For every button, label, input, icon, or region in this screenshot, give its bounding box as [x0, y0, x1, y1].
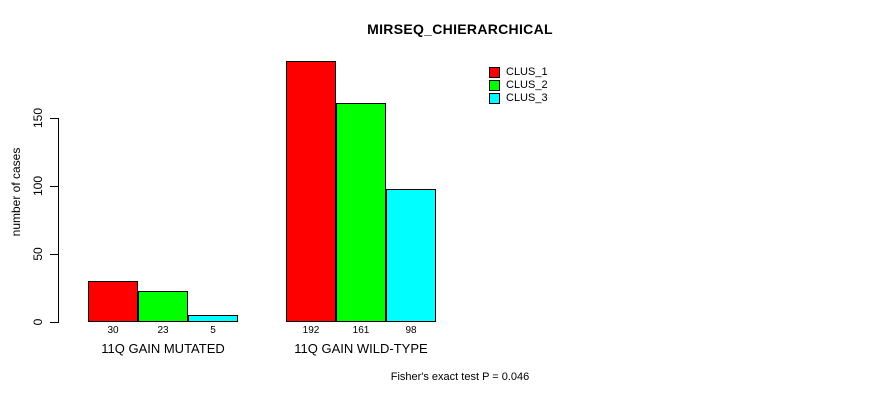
y-tick-mark	[50, 254, 58, 255]
annotation-text: Fisher's exact test P = 0.046	[390, 371, 530, 383]
legend-swatch-CLUS_1	[489, 67, 500, 78]
legend-label: CLUS_1	[506, 66, 548, 78]
bar-value-label: 161	[352, 325, 370, 336]
y-tick-label: 0	[31, 318, 45, 326]
bar-value-label: 98	[405, 325, 417, 336]
y-tick-label: 50	[31, 247, 45, 261]
bar-value-label: 23	[157, 325, 169, 336]
chart-title: MIRSEQ_CHIERARCHICAL	[367, 21, 553, 37]
y-axis-label: number of cases	[9, 147, 23, 237]
legend-swatch-CLUS_2	[489, 80, 500, 91]
bar-CLUS_1-group2	[286, 61, 336, 322]
bar-CLUS_1-group1	[88, 281, 138, 322]
category-label: 11Q GAIN WILD-TYPE	[294, 341, 428, 356]
bar-CLUS_2-group1	[138, 291, 188, 322]
bar-value-label: 5	[210, 325, 216, 336]
category-label: 11Q GAIN MUTATED	[101, 341, 225, 356]
y-tick-label: 150	[31, 107, 45, 129]
bar-CLUS_3-group1	[188, 315, 238, 322]
y-tick-mark	[50, 186, 58, 187]
bar-CLUS_2-group2	[336, 103, 386, 322]
y-tick-label: 100	[31, 175, 45, 197]
legend-swatch-CLUS_3	[489, 93, 500, 104]
y-tick-mark	[50, 118, 58, 119]
y-axis-line	[58, 118, 59, 323]
legend-label: CLUS_3	[506, 92, 548, 104]
bar-value-label: 192	[302, 325, 320, 336]
bar-CLUS_3-group2	[386, 189, 436, 322]
y-tick-mark	[50, 322, 58, 323]
legend-label: CLUS_2	[506, 79, 548, 91]
bar-value-label: 30	[107, 325, 119, 336]
